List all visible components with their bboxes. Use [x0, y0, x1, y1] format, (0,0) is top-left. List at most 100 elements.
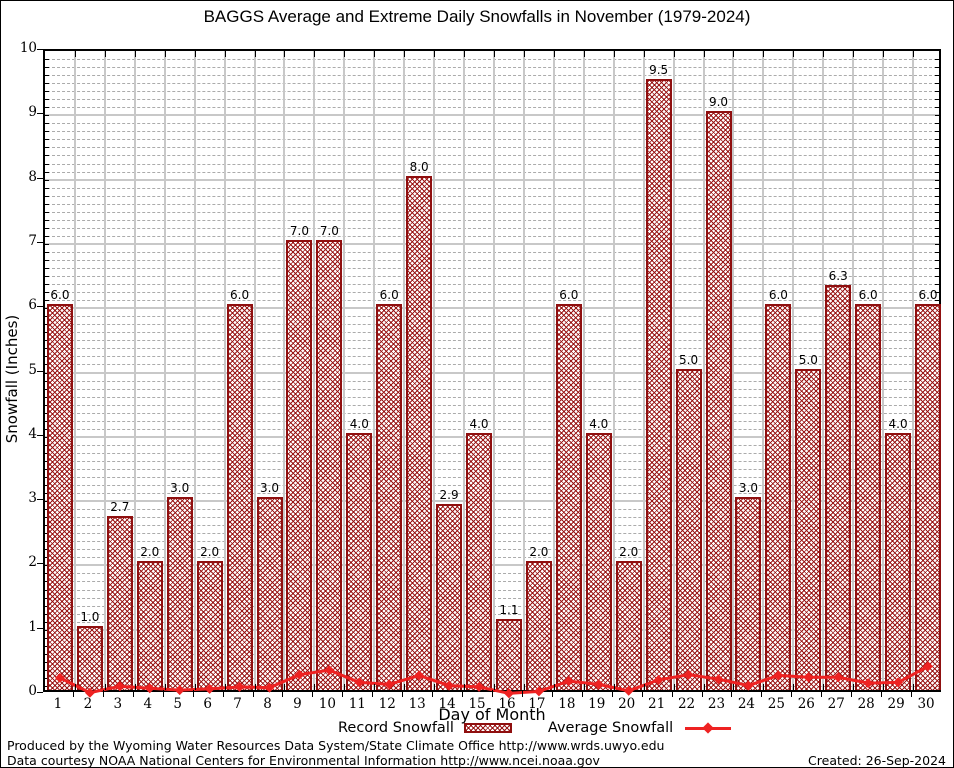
x-tick-label: 1 [53, 696, 63, 712]
x-tick-label: 18 [558, 696, 576, 712]
average-point-marker [384, 679, 395, 690]
average-point-marker [923, 661, 934, 672]
bar-value-label: 2.9 [439, 487, 459, 502]
major-gridline-v [223, 51, 226, 690]
y-major-tick [37, 241, 43, 243]
bottom-tick [404, 684, 406, 690]
right-minor-tick [935, 131, 939, 133]
average-point-marker [683, 669, 694, 680]
y-major-tick [37, 627, 43, 629]
average-point-marker [593, 679, 604, 690]
left-minor-tick [45, 179, 49, 181]
minor-gridline [47, 235, 937, 237]
axis-tick-outside [551, 690, 553, 697]
y-major-tick [37, 306, 43, 308]
bar-value-label: 2.0 [140, 545, 160, 560]
axis-tick-outside [611, 690, 613, 697]
left-minor-tick [45, 75, 49, 77]
minor-gridline [47, 163, 937, 165]
top-tick [913, 51, 915, 57]
x-axis-title: Day of Month [438, 705, 546, 724]
axis-tick-outside [222, 690, 224, 697]
major-gridline-v [582, 51, 585, 690]
top-tick [823, 51, 825, 57]
major-gridline-v [283, 51, 286, 690]
right-minor-tick [935, 211, 939, 213]
created-date: Created: 26-Sep-2024 [808, 753, 946, 768]
left-minor-tick [45, 203, 49, 205]
average-point-marker [563, 676, 574, 687]
bar-value-label: 6.3 [828, 268, 848, 283]
x-tick-label: 24 [737, 696, 756, 712]
left-minor-tick [45, 67, 49, 69]
minor-gridline [47, 404, 937, 406]
axis-tick-outside [492, 690, 493, 697]
axis-tick-outside [402, 690, 404, 697]
bar-value-label: 6.0 [768, 288, 788, 303]
top-tick [134, 51, 136, 57]
y-tick-label: 7 [28, 232, 37, 249]
top-tick [613, 51, 615, 57]
left-minor-tick [45, 115, 49, 117]
top-tick [404, 51, 406, 57]
axis-tick-outside [192, 690, 194, 697]
bottom-tick [793, 684, 795, 690]
average-point-marker [294, 669, 305, 680]
minor-gridline [47, 147, 937, 149]
minor-gridline [47, 131, 937, 133]
x-tick-label: 7 [233, 696, 242, 712]
left-minor-tick [45, 187, 49, 189]
chart-title: BAGGS Average and Extreme Daily Snowfall… [203, 7, 751, 26]
bar-value-label: 9.5 [649, 63, 669, 78]
axis-tick-outside [342, 690, 344, 697]
left-minor-tick [45, 139, 49, 141]
major-gridline-v [253, 51, 256, 690]
major-gridline-v [792, 51, 795, 690]
top-tick [494, 51, 495, 57]
x-tick-label: 12 [378, 696, 396, 712]
footer-producer: Produced by the Wyoming Water Resources … [7, 738, 665, 753]
bar-value-label: 3.0 [170, 481, 190, 496]
right-minor-tick [935, 155, 939, 157]
right-minor-tick [935, 268, 939, 269]
axis-tick-outside [581, 690, 583, 697]
x-tick-label: 16 [498, 696, 516, 712]
record-bar [376, 304, 403, 690]
bottom-tick [254, 684, 256, 690]
bar-value-label: 7.0 [319, 223, 339, 238]
y-tick-label: 0 [28, 683, 37, 699]
major-gridline-v [882, 51, 885, 690]
minor-gridline [47, 187, 937, 189]
record-bar [166, 497, 193, 690]
left-minor-tick [45, 227, 49, 229]
minor-gridline [47, 59, 937, 61]
top-tick [194, 51, 196, 57]
right-minor-tick [935, 115, 939, 117]
average-point-marker [863, 678, 874, 689]
minor-gridline [47, 364, 937, 366]
top-tick [104, 51, 106, 57]
record-bar [585, 432, 612, 690]
bar-value-label: 6.0 [379, 288, 399, 303]
right-minor-tick [935, 235, 939, 237]
axis-tick-outside [252, 690, 254, 697]
bar-value-label: 8.0 [409, 159, 429, 174]
x-tick-label: 11 [348, 696, 366, 712]
average-point-marker [474, 681, 485, 692]
right-minor-tick [935, 251, 939, 253]
y-tick-label: 2 [28, 554, 37, 571]
average-point-marker [204, 683, 215, 694]
right-minor-tick [935, 83, 939, 85]
axis-tick-outside [72, 690, 74, 697]
major-gridline-h [45, 178, 939, 181]
bottom-tick [583, 684, 585, 690]
bottom-tick [733, 684, 735, 690]
bar-value-label: 2.0 [200, 545, 220, 560]
average-point-marker [893, 677, 904, 688]
bottom-tick [104, 684, 106, 690]
x-tick-label: 29 [887, 696, 905, 712]
x-tick-label: 13 [408, 696, 426, 712]
major-gridline-v [103, 51, 106, 690]
record-bar [46, 304, 73, 690]
major-gridline-v [702, 51, 705, 690]
